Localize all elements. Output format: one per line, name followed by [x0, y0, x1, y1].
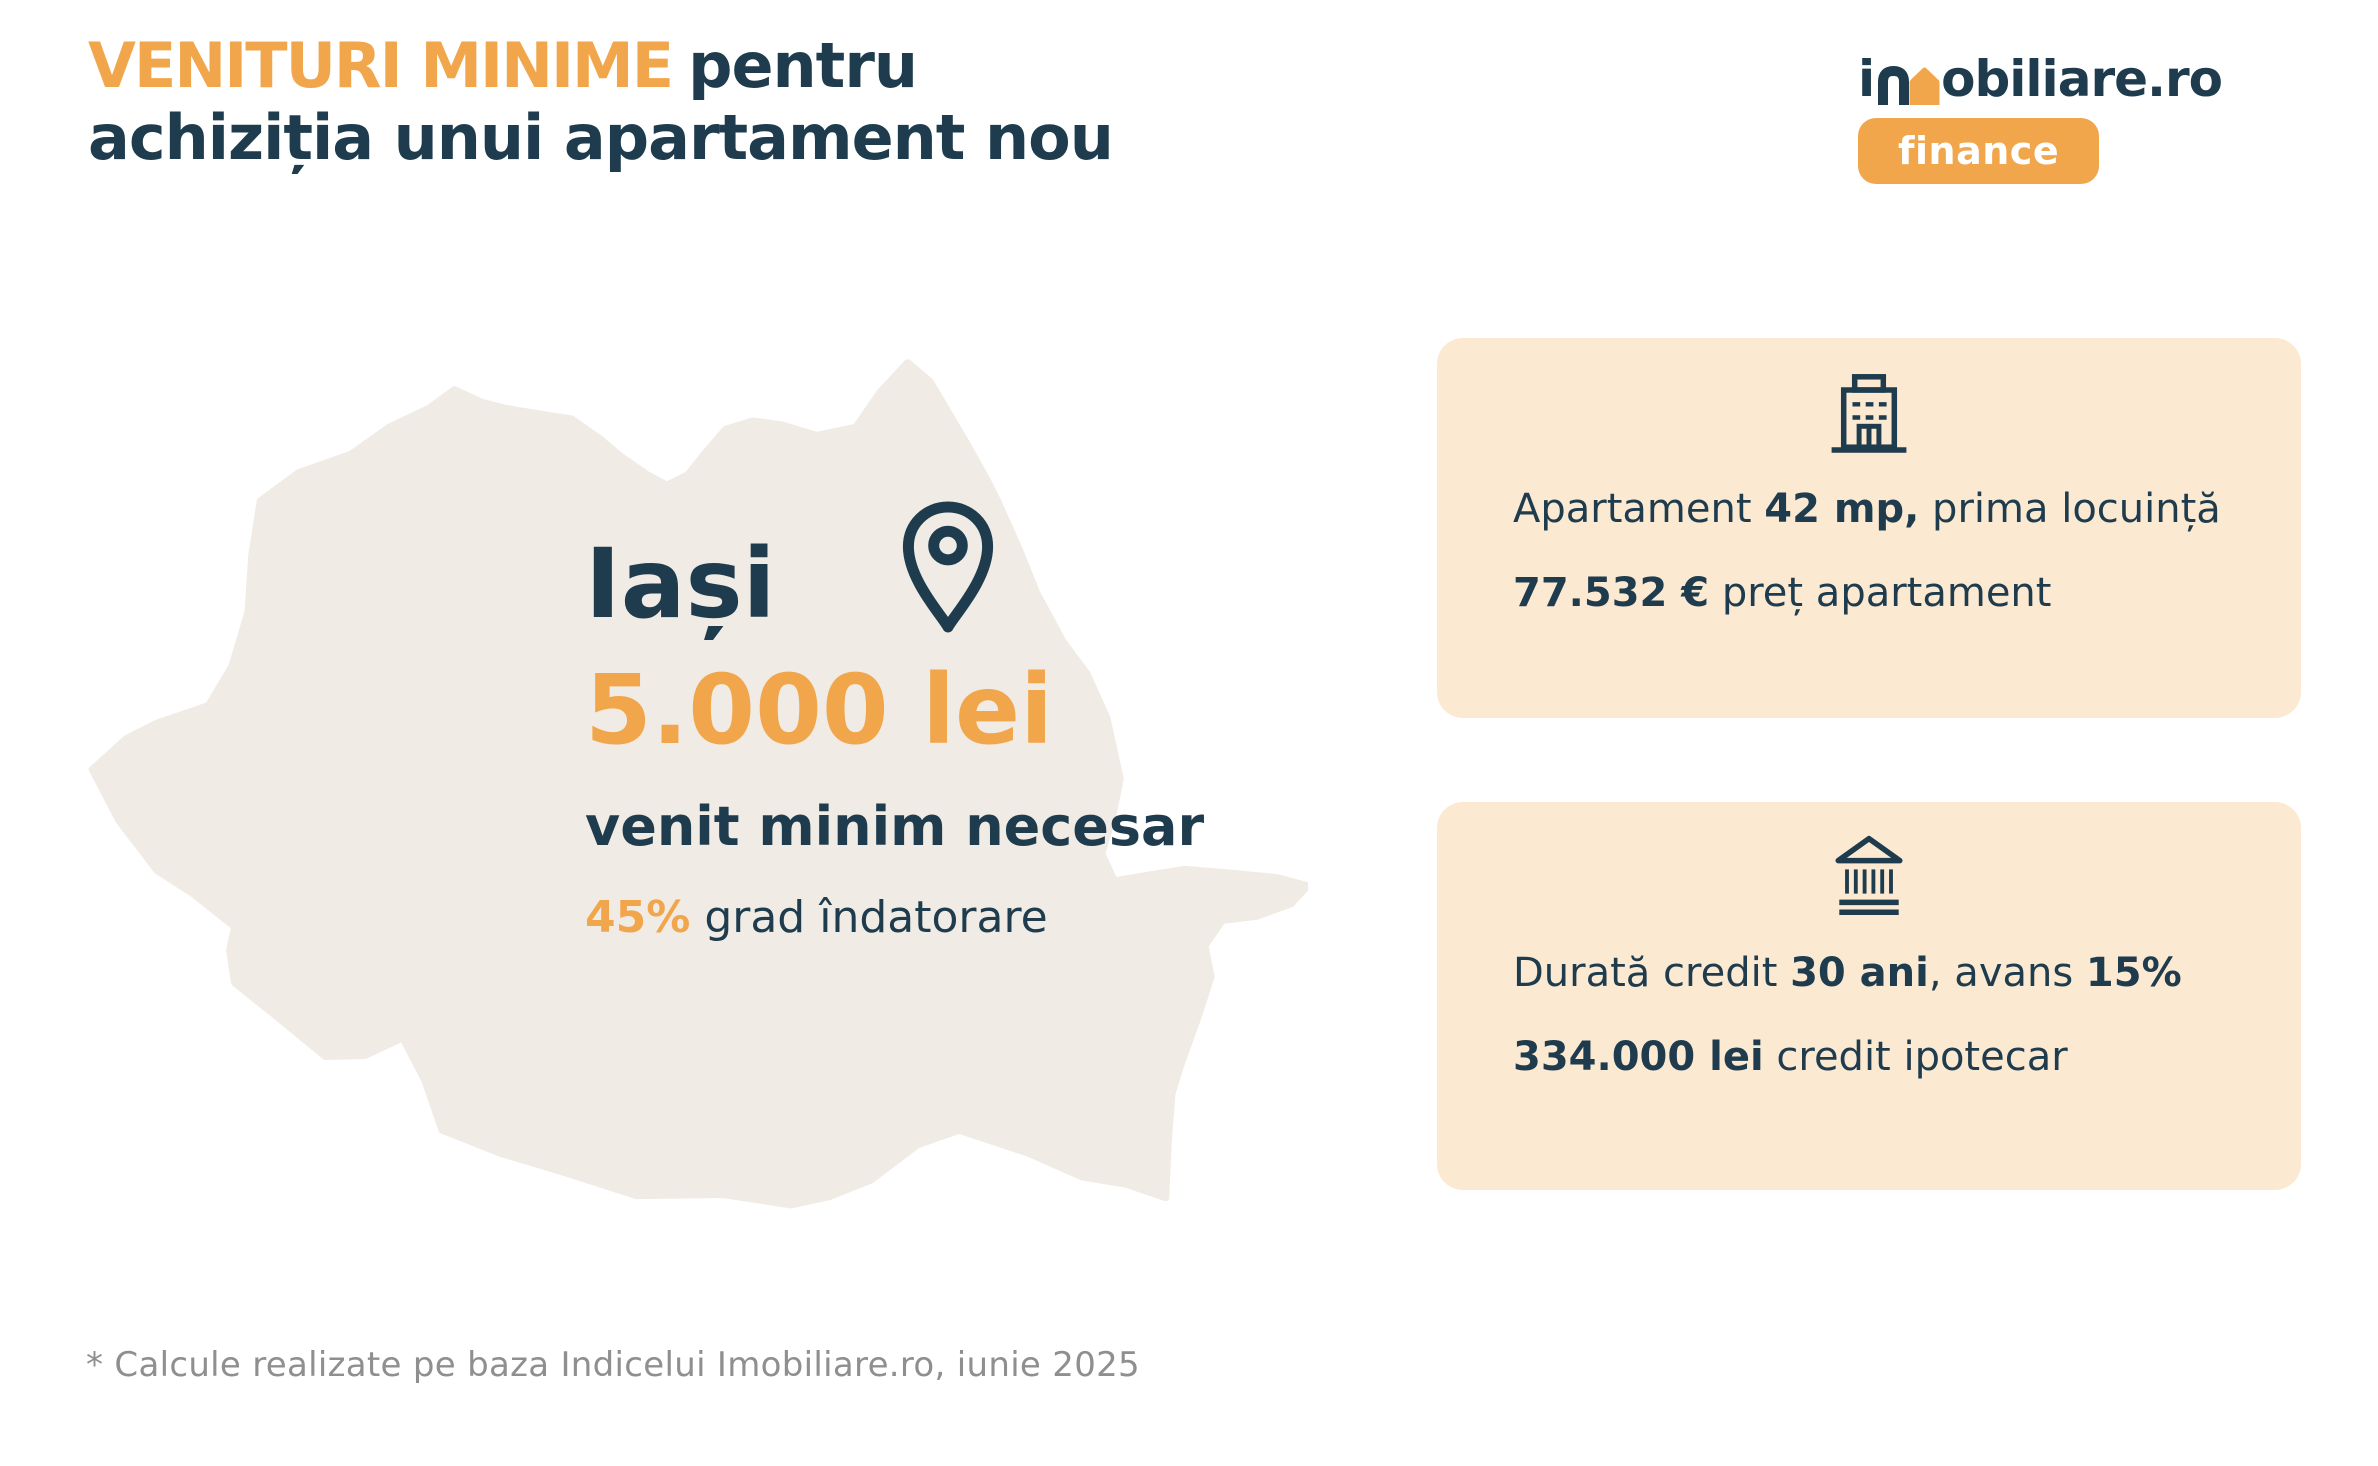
minimum-income-value: 5.000 lei [585, 654, 1053, 766]
credit-card: Durată credit 30 ani, avans 15% 334.000 … [1437, 802, 2301, 1190]
building-icon [1513, 368, 2225, 456]
finance-badge: finance [1858, 118, 2100, 184]
debt-ratio-line: 45% grad îndatorare [585, 896, 1048, 940]
credit-amount-line: 334.000 lei credit ipotecar [1513, 1034, 2068, 1080]
romania-map [88, 359, 1308, 1209]
footnote: * Calcule realizate pe baza Indicelui Im… [86, 1345, 1140, 1385]
page-title: VENITURI MINIME pentru achiziția unui apa… [88, 30, 1114, 174]
logo-prefix: i [1858, 50, 1875, 108]
page-title-line1: VENITURI MINIME pentru [88, 30, 1113, 102]
location-pin-icon [902, 501, 994, 633]
brand-logo: i obiliare.ro finance [1858, 50, 2223, 184]
logo-suffix: obiliare.ro [1941, 50, 2223, 108]
city-name: Iași [585, 528, 776, 640]
title-rest: pentru [688, 29, 918, 102]
debt-ratio-label: grad îndatorare [690, 892, 1048, 943]
apartment-card: Apartament 42 mp, prima locuință 77.532 … [1437, 338, 2301, 718]
page-title-line2: achiziția unui apartament nou [88, 101, 1114, 174]
logo-house-m-icon [1878, 66, 1940, 105]
apartment-price-line: 77.532 € preț apartament [1513, 570, 2052, 616]
credit-terms-line: Durată credit 30 ani, avans 15% [1513, 950, 2182, 996]
debt-ratio-value: 45% [585, 892, 691, 943]
bank-icon [1513, 832, 2225, 920]
imobiliare-logo: i obiliare.ro [1858, 50, 2223, 108]
title-highlight: VENITURI MINIME [88, 29, 674, 102]
apartment-size-line: Apartament 42 mp, prima locuință [1513, 486, 2221, 532]
minimum-income-label: venit minim necesar [585, 795, 1205, 858]
